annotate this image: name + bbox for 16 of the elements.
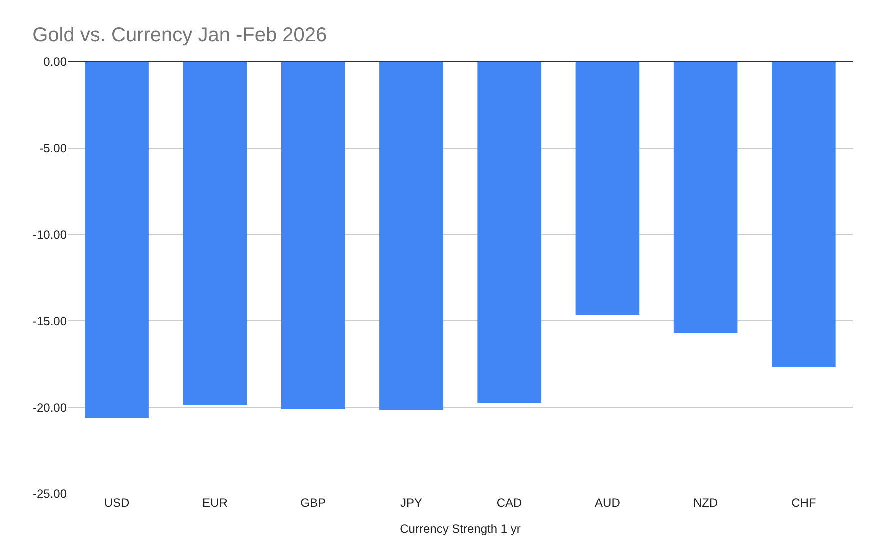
- y-tick-label: 0.00: [44, 55, 68, 70]
- y-tick-label: -25.00: [32, 487, 68, 502]
- x-tick-label: EUR: [202, 496, 228, 510]
- x-tick-label: CAD: [496, 496, 523, 510]
- y-tick-label: -10.00: [32, 228, 68, 242]
- x-tick-label: CHF: [792, 496, 816, 510]
- x-tick-label: JPY: [400, 496, 422, 510]
- chart-title: Gold vs. Currency Jan -Feb 2026: [32, 24, 328, 46]
- y-tick-label: -15.00: [32, 314, 68, 328]
- x-tick-label: AUD: [595, 496, 621, 510]
- x-axis-title: Currency Strength 1 yr: [400, 522, 521, 536]
- y-tick-label: -20.00: [32, 400, 68, 415]
- x-tick-label: GBP: [300, 496, 326, 510]
- y-tick-label: -5.00: [40, 142, 68, 156]
- x-tick-label: USD: [104, 496, 130, 510]
- x-tick-label: NZD: [693, 496, 718, 510]
